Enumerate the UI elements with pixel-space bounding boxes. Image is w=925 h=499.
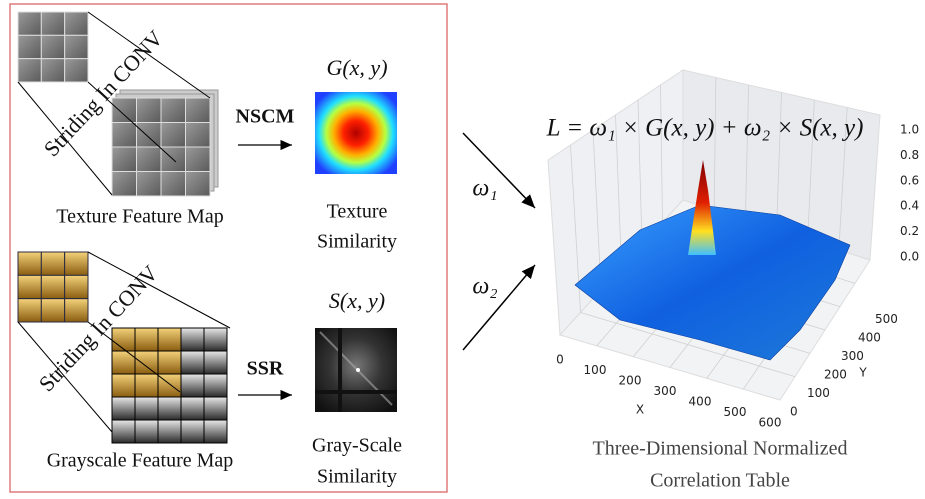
caption: Correlation Table	[650, 470, 790, 492]
cell	[112, 328, 135, 351]
cell	[158, 351, 181, 374]
y-tick-label: 100	[807, 386, 830, 400]
cell	[161, 123, 186, 148]
cell	[137, 123, 162, 148]
map-label: Grayscale Feature Map	[47, 450, 234, 472]
cell	[112, 420, 135, 443]
cell	[18, 252, 41, 275]
z-tick-label: 0.4	[900, 199, 919, 213]
cell	[181, 351, 204, 374]
map-label: Texture Feature Map	[56, 206, 223, 228]
y-tick-label: 500	[875, 312, 898, 326]
x-tick-label: 500	[724, 405, 747, 419]
y-tick-label: 200	[824, 368, 847, 382]
cell	[204, 374, 227, 397]
cell	[161, 98, 186, 123]
cell	[161, 172, 186, 197]
output-label: Gray-Scale	[312, 435, 402, 457]
cell	[135, 397, 158, 420]
cell	[137, 172, 162, 197]
output-formula: G(x, y)	[326, 55, 387, 80]
cell	[41, 252, 64, 275]
texture-similarity-map	[315, 92, 397, 174]
x-tick-label: 200	[619, 374, 642, 388]
cell	[135, 374, 158, 397]
cell	[18, 299, 41, 322]
z-tick-label: 1.0	[900, 123, 919, 137]
cell	[112, 98, 137, 123]
cell	[65, 12, 88, 35]
cell	[181, 397, 204, 420]
cell	[18, 35, 41, 58]
cell	[158, 397, 181, 420]
cell	[137, 147, 162, 172]
x-tick-label: 0	[556, 353, 564, 367]
cell	[18, 275, 41, 298]
cell	[181, 374, 204, 397]
cell	[204, 351, 227, 374]
cell	[112, 123, 137, 148]
cell	[112, 397, 135, 420]
cell	[112, 147, 137, 172]
cell	[65, 275, 88, 298]
cell	[112, 172, 137, 197]
output-label: Similarity	[317, 466, 397, 488]
cell	[137, 98, 162, 123]
weight: ω₁	[472, 176, 497, 202]
cell	[135, 420, 158, 443]
y-tick-label: 400	[858, 331, 881, 345]
cell	[135, 328, 158, 351]
cell	[135, 351, 158, 374]
formula: L = ω₁ × G(x, y) + ω₂ × S(x, y)	[546, 115, 864, 142]
operator: SSR	[247, 358, 284, 380]
cell	[204, 420, 227, 443]
cell	[158, 420, 181, 443]
cell	[204, 397, 227, 420]
cell	[186, 98, 211, 123]
diagram: Striding In CONV Texture Feature Map NSC…	[0, 0, 925, 499]
cell	[181, 420, 204, 443]
caption: Three-Dimensional Normalized	[593, 438, 848, 460]
cell	[65, 299, 88, 322]
axis-label: Y	[858, 366, 867, 380]
cell	[41, 59, 64, 82]
cell	[41, 299, 64, 322]
cell	[181, 328, 204, 351]
x-tick-label: 100	[584, 363, 607, 377]
cell	[112, 374, 135, 397]
cell	[65, 35, 88, 58]
x-tick-label: 300	[654, 384, 677, 398]
cell	[186, 123, 211, 148]
cell	[158, 328, 181, 351]
cell	[186, 147, 211, 172]
y-tick-label: 0	[790, 405, 798, 419]
x-tick-label: 600	[759, 416, 782, 430]
z-tick-label: 0.8	[900, 148, 919, 162]
cell	[18, 59, 41, 82]
output-formula: S(x, y)	[329, 288, 385, 313]
cell	[18, 12, 41, 35]
weight: ω₂	[472, 274, 497, 300]
grayscale-similarity-map	[315, 328, 397, 412]
cell	[41, 275, 64, 298]
axis-label: X	[636, 403, 644, 417]
cell	[65, 252, 88, 275]
output-label: Similarity	[317, 231, 397, 253]
x-tick-label: 400	[689, 395, 712, 409]
output-label: Texture	[327, 201, 388, 223]
cell	[65, 59, 88, 82]
z-tick-label: 0.6	[900, 173, 919, 187]
operator: NSCM	[236, 106, 295, 128]
z-tick-label: 0.0	[900, 250, 919, 264]
cell	[112, 351, 135, 374]
cell	[186, 172, 211, 197]
y-tick-label: 300	[841, 349, 864, 363]
z-tick-label: 0.2	[900, 224, 919, 238]
cell	[204, 328, 227, 351]
cell	[41, 35, 64, 58]
cell	[41, 12, 64, 35]
